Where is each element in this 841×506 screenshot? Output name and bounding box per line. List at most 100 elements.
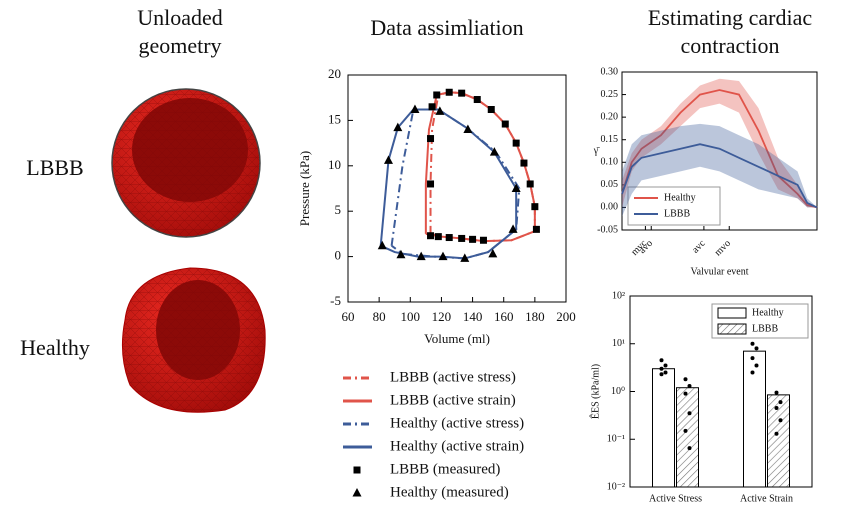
plot-frame xyxy=(621,71,818,231)
plot-frame xyxy=(347,74,567,303)
data-point xyxy=(774,431,779,436)
marker xyxy=(520,159,528,167)
x-tick-label: 180 xyxy=(525,309,545,324)
x-axis-label: Volume (ml) xyxy=(424,331,490,346)
marker xyxy=(479,236,487,244)
y-tick-label: 10¹ xyxy=(612,338,625,349)
y-tick-label: -5 xyxy=(330,293,341,308)
marker xyxy=(458,89,466,97)
y-tick-label: 0.15 xyxy=(601,134,619,145)
marker xyxy=(428,103,436,111)
data-point xyxy=(778,418,783,423)
legend-label: LBBB xyxy=(664,208,690,219)
row-label: Healthy xyxy=(20,335,90,360)
marker xyxy=(434,233,442,241)
series-line xyxy=(390,108,521,260)
y-tick-label: 10² xyxy=(612,290,625,301)
marker xyxy=(526,180,534,188)
bar xyxy=(676,387,699,488)
marker xyxy=(473,96,481,104)
x-tick-label: Active Strain xyxy=(740,493,793,504)
marker xyxy=(487,106,495,114)
marker xyxy=(508,224,518,233)
marker xyxy=(427,180,435,188)
lbbb-geometry xyxy=(111,88,261,238)
legend-label: LBBB (active strain) xyxy=(390,392,516,408)
data-point xyxy=(754,346,759,351)
marker xyxy=(512,139,520,147)
marker xyxy=(416,251,426,261)
legend-label: Healthy xyxy=(664,192,696,203)
data-point xyxy=(750,341,755,346)
data-point xyxy=(754,363,759,368)
data-point xyxy=(663,363,668,368)
legend-label: LBBB (active stress) xyxy=(390,369,516,385)
series-line xyxy=(621,143,818,209)
legend-label: Healthy (measured) xyxy=(390,484,509,500)
marker xyxy=(393,122,403,132)
data-point xyxy=(687,446,692,451)
legend-label: Healthy xyxy=(752,307,784,318)
series-line xyxy=(621,89,818,209)
data-point xyxy=(750,370,755,375)
marker xyxy=(438,251,448,261)
x-tick-label: 200 xyxy=(556,309,576,324)
data-point xyxy=(683,428,688,433)
marker xyxy=(427,135,435,143)
x-axis-label: Valvular event xyxy=(690,266,748,277)
data-point xyxy=(687,411,692,416)
legend-swatch xyxy=(717,307,747,319)
data-point xyxy=(683,391,688,396)
data-point xyxy=(774,390,779,395)
marker xyxy=(445,88,453,96)
marker xyxy=(488,248,498,258)
y-tick-label: 10⁻¹ xyxy=(607,434,625,445)
x-tick-label: 140 xyxy=(463,309,483,324)
data-point xyxy=(774,406,779,411)
data-point xyxy=(659,366,664,371)
y-axis-label: γ̄ xyxy=(593,145,600,156)
marker xyxy=(501,120,509,128)
healthy-geometry xyxy=(121,267,266,413)
panel-title: geometry xyxy=(138,33,221,58)
x-tick-label: 120 xyxy=(432,309,452,324)
marker xyxy=(396,249,406,259)
marker xyxy=(460,253,470,262)
x-tick-label: 160 xyxy=(494,309,514,324)
legend-label: Healthy (active stress) xyxy=(390,415,524,431)
row-label: LBBB xyxy=(26,155,83,180)
panel-title: Estimating cardiac xyxy=(648,5,813,30)
marker xyxy=(532,225,540,233)
y-axis-label: ÊES (kPa/ml) xyxy=(589,364,601,419)
y-tick-label: 10⁰ xyxy=(611,386,625,397)
y-tick-label: 0.00 xyxy=(601,202,619,213)
y-tick-label: 5 xyxy=(335,202,342,217)
y-tick-label: 0.30 xyxy=(601,66,619,77)
legend-label: LBBB (measured) xyxy=(390,461,500,477)
bar xyxy=(767,394,790,488)
x-tick-label: avc xyxy=(690,238,708,256)
y-tick-label: 0.20 xyxy=(601,111,619,122)
legend-box xyxy=(627,186,721,226)
bar xyxy=(652,368,675,488)
y-tick-label: -0.05 xyxy=(597,224,618,235)
y-tick-label: 10⁻² xyxy=(607,481,625,492)
data-point xyxy=(750,356,755,361)
data-point xyxy=(663,370,668,375)
marker xyxy=(427,232,435,240)
marker xyxy=(458,234,466,242)
marker xyxy=(489,147,499,156)
x-tick-label: 80 xyxy=(373,309,386,324)
marker xyxy=(511,183,521,192)
x-tick-label: 100 xyxy=(401,309,421,324)
panel-title: contraction xyxy=(681,33,780,58)
data-point xyxy=(659,372,664,377)
y-tick-label: 0 xyxy=(335,248,342,263)
x-tick-label: mvo xyxy=(713,238,733,258)
marker xyxy=(377,240,387,250)
data-point xyxy=(687,384,692,389)
legend-label: LBBB xyxy=(752,323,778,334)
x-tick-label: Active Stress xyxy=(649,493,702,504)
band xyxy=(622,123,817,217)
legend-swatch xyxy=(717,323,747,335)
